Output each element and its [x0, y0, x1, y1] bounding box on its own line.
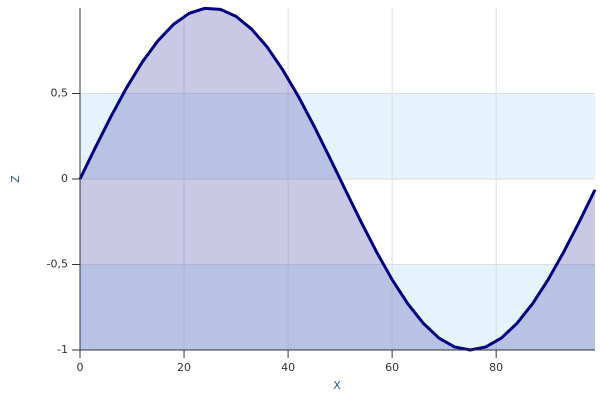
- band: [80, 264, 595, 350]
- x-tick-label: 20: [177, 361, 191, 374]
- y-tick-label: -1: [57, 343, 68, 356]
- x-axis-title: X: [333, 379, 341, 392]
- y-tick-label: 0: [61, 172, 68, 185]
- x-tick-label: 60: [385, 361, 399, 374]
- y-axis-title: Z: [9, 175, 22, 183]
- x-tick-label: 0: [77, 361, 84, 374]
- y-tick-label: 0,5: [51, 87, 69, 100]
- line: [78, 6, 597, 352]
- x-tick-label: 80: [489, 361, 503, 374]
- band: [80, 93, 595, 179]
- y-tick-label: -0,5: [47, 258, 68, 271]
- area: [80, 8, 595, 351]
- x-tick-label: 40: [281, 361, 295, 374]
